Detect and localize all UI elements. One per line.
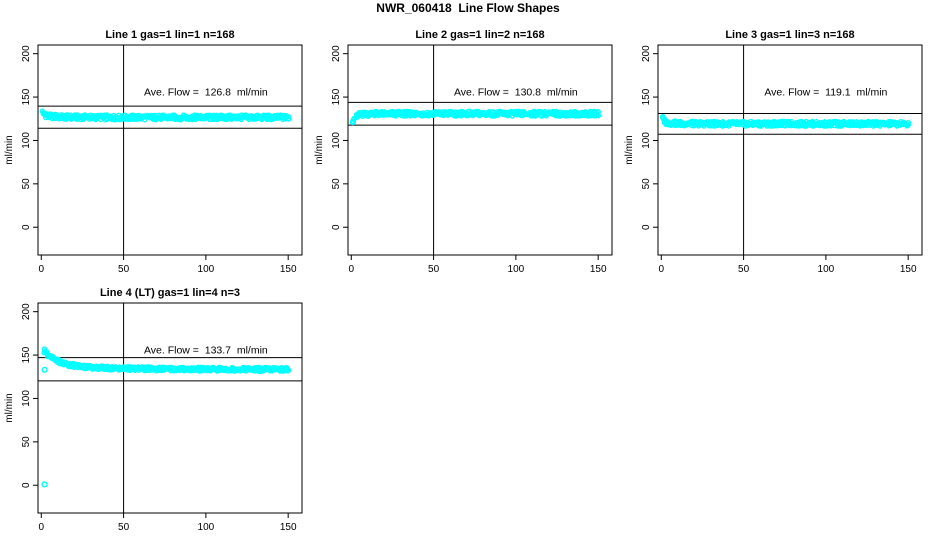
y-tick-label: 200 bbox=[21, 303, 32, 320]
plot-box bbox=[37, 44, 303, 256]
y-axis-label: ml/min bbox=[314, 135, 325, 164]
y-tick-label: 200 bbox=[331, 45, 342, 62]
y-tick-label: 150 bbox=[641, 88, 652, 105]
outlier-point bbox=[41, 481, 48, 488]
y-tick-label: 100 bbox=[21, 390, 32, 407]
x-tick-label: 150 bbox=[280, 522, 297, 533]
x-tick-label: 100 bbox=[198, 522, 215, 533]
plot-box bbox=[37, 302, 303, 514]
outlier-point bbox=[349, 119, 357, 126]
flow-data-points bbox=[660, 114, 912, 129]
y-tick-label: 100 bbox=[641, 132, 652, 149]
panel-line-3: Line 3 gas=1 lin=3 n=168 0 50 100 150 0 50 100 1… bbox=[624, 29, 923, 275]
x-tick-label: 150 bbox=[590, 264, 607, 275]
y-tick-label: 0 bbox=[21, 224, 32, 230]
x-tick-label: 150 bbox=[900, 264, 917, 275]
flow-data-points bbox=[41, 346, 292, 488]
outlier-point bbox=[41, 366, 48, 373]
y-tick-label: 0 bbox=[21, 482, 32, 488]
x-tick-label: 100 bbox=[508, 264, 525, 275]
panel-line-1: Line 1 gas=1 lin=1 n=168 0 50 100 150 0 50 100 1… bbox=[4, 29, 303, 275]
x-tick-label: 100 bbox=[198, 264, 215, 275]
y-axis-label: ml/min bbox=[4, 135, 15, 164]
plot-box bbox=[347, 44, 613, 256]
x-tick-label: 50 bbox=[738, 264, 750, 275]
flow-data-points bbox=[349, 108, 602, 126]
y-tick-label: 50 bbox=[21, 436, 32, 448]
flow-data-points bbox=[39, 108, 292, 123]
y-axis-label: ml/min bbox=[4, 393, 15, 422]
data-point bbox=[286, 116, 292, 122]
y-tick-label: 0 bbox=[641, 224, 652, 230]
main-title: NWR_060418 Line Flow Shapes bbox=[376, 1, 560, 15]
y-tick-label: 150 bbox=[331, 88, 342, 105]
y-tick-label: 200 bbox=[21, 45, 32, 62]
x-tick-label: 50 bbox=[118, 522, 130, 533]
x-tick-label: 0 bbox=[39, 522, 45, 533]
y-tick-label: 150 bbox=[21, 346, 32, 363]
ave-flow-annotation: Ave. Flow = 133.7 ml/min bbox=[144, 344, 268, 356]
x-tick-label: 50 bbox=[118, 264, 130, 275]
plot-box bbox=[657, 44, 923, 256]
data-point bbox=[285, 368, 291, 374]
data-point bbox=[905, 121, 911, 128]
panel-line-4: Line 4 (LT) gas=1 lin=4 n=3 0 50 100 150 0 50 1… bbox=[4, 287, 303, 533]
x-tick-label: 0 bbox=[349, 264, 355, 275]
y-tick-label: 50 bbox=[331, 178, 342, 190]
panel-title: Line 3 gas=1 lin=3 n=168 bbox=[725, 29, 854, 41]
panel-title: Line 1 gas=1 lin=1 n=168 bbox=[105, 29, 234, 41]
y-tick-label: 200 bbox=[641, 45, 652, 62]
panel-line-2: Line 2 gas=1 lin=2 n=168 0 50 100 150 0 50 100 1… bbox=[314, 29, 613, 275]
ave-flow-annotation: Ave. Flow = 119.1 ml/min bbox=[764, 86, 887, 98]
x-tick-label: 0 bbox=[659, 264, 665, 275]
x-tick-label: 0 bbox=[39, 264, 45, 275]
y-tick-label: 100 bbox=[21, 132, 32, 149]
y-tick-label: 150 bbox=[21, 88, 32, 105]
x-tick-label: 50 bbox=[428, 264, 440, 275]
panel-title: Line 2 gas=1 lin=2 n=168 bbox=[415, 29, 544, 41]
y-tick-label: 50 bbox=[641, 178, 652, 190]
ave-flow-annotation: Ave. Flow = 126.8 ml/min bbox=[144, 86, 268, 98]
y-tick-label: 100 bbox=[331, 132, 342, 149]
y-tick-label: 50 bbox=[21, 178, 32, 190]
x-tick-label: 100 bbox=[818, 264, 835, 275]
data-point bbox=[905, 119, 912, 126]
ave-flow-annotation: Ave. Flow = 130.8 ml/min bbox=[454, 86, 578, 98]
panel-title: Line 4 (LT) gas=1 lin=4 n=3 bbox=[100, 287, 240, 299]
data-point bbox=[595, 112, 602, 119]
y-axis-label: ml/min bbox=[624, 135, 635, 164]
x-tick-label: 150 bbox=[280, 264, 297, 275]
y-tick-label: 0 bbox=[331, 224, 342, 230]
